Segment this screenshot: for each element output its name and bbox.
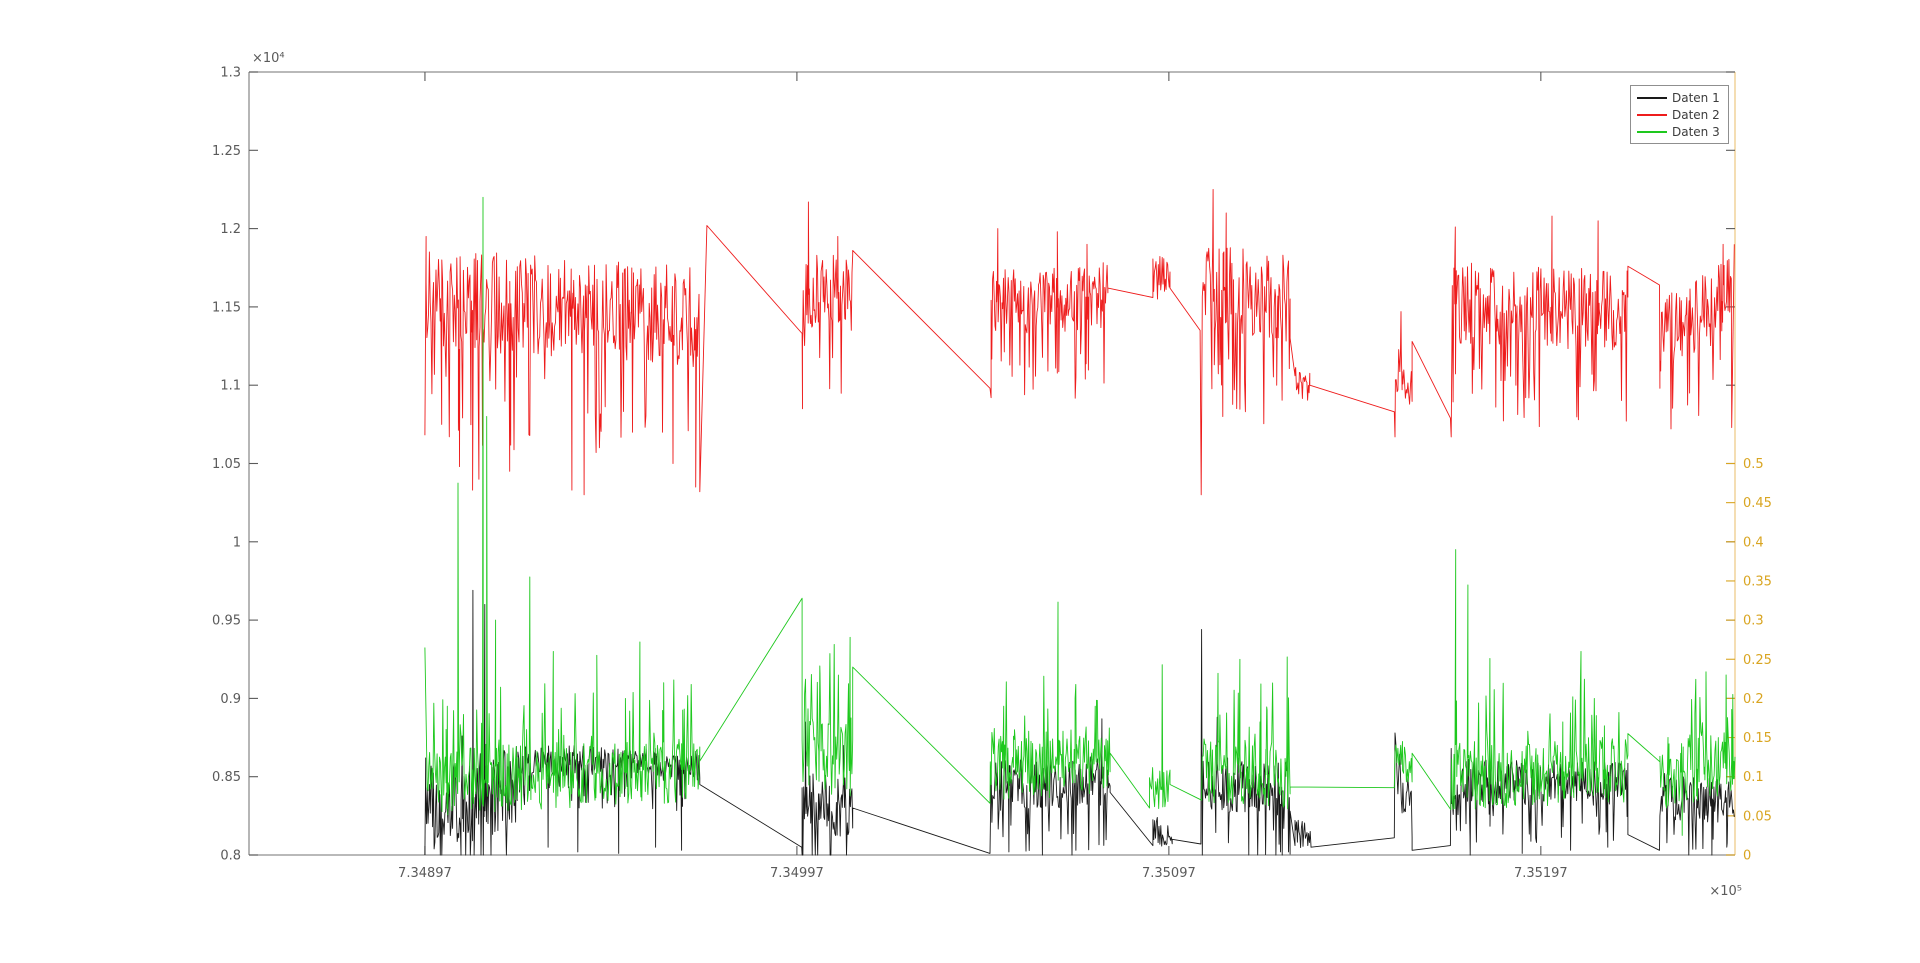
svg-text:0.8: 0.8 [220, 849, 241, 864]
svg-text:0.15: 0.15 [1743, 731, 1772, 746]
y-right-ticks [1726, 462, 1735, 856]
tick-labels: 1.3 1.25 1.2 1.15 1.1 1.05 1 0.95 0.9 0.85 0.8 0.5 0… [212, 51, 1772, 899]
svg-text:0.1: 0.1 [1743, 770, 1764, 785]
svg-text:0: 0 [1743, 849, 1751, 864]
svg-text:1.15: 1.15 [212, 300, 241, 315]
legend-line-sample-green [1637, 130, 1667, 133]
svg-text:7.34897: 7.34897 [398, 866, 452, 881]
svg-text:1: 1 [233, 535, 241, 550]
svg-text:0.05: 0.05 [1743, 809, 1772, 824]
svg-text:0.4: 0.4 [1743, 535, 1764, 550]
y-left-exponent-label: ×10⁴ [252, 51, 285, 66]
legend-label: Daten 2 [1672, 107, 1720, 122]
series-daten-2 [424, 188, 1735, 496]
svg-text:0.85: 0.85 [212, 770, 241, 785]
svg-text:0.35: 0.35 [1743, 574, 1772, 589]
svg-text:7.35197: 7.35197 [1514, 866, 1568, 881]
legend-line-sample-black [1637, 96, 1667, 99]
legend-line-sample-red [1637, 113, 1667, 116]
svg-text:1.05: 1.05 [212, 457, 241, 472]
svg-text:0.5: 0.5 [1743, 457, 1764, 472]
svg-text:0.45: 0.45 [1743, 496, 1772, 511]
svg-text:1.3: 1.3 [220, 66, 241, 81]
svg-text:7.34997: 7.34997 [770, 866, 824, 881]
x-axis-exponent-label: ×10⁵ [1709, 884, 1742, 899]
legend-entry-daten-3: Daten 3 [1637, 123, 1720, 140]
legend[interactable]: Daten 1 Daten 2 Daten 3 [1630, 85, 1729, 144]
svg-text:0.95: 0.95 [212, 614, 241, 629]
svg-text:1.25: 1.25 [212, 144, 241, 159]
legend-label: Daten 1 [1672, 90, 1720, 105]
svg-text:7.35097: 7.35097 [1142, 866, 1196, 881]
series-daten-1 [424, 589, 1735, 856]
svg-text:1.2: 1.2 [220, 222, 241, 237]
svg-text:0.3: 0.3 [1743, 614, 1764, 629]
svg-text:0.2: 0.2 [1743, 692, 1764, 707]
series-daten-3 [424, 196, 1736, 836]
legend-label: Daten 3 [1672, 124, 1720, 139]
svg-text:0.9: 0.9 [220, 692, 241, 707]
legend-entry-daten-1: Daten 1 [1637, 89, 1720, 106]
legend-entry-daten-2: Daten 2 [1637, 106, 1720, 123]
svg-text:0.25: 0.25 [1743, 653, 1772, 668]
svg-text:1.1: 1.1 [220, 379, 241, 394]
